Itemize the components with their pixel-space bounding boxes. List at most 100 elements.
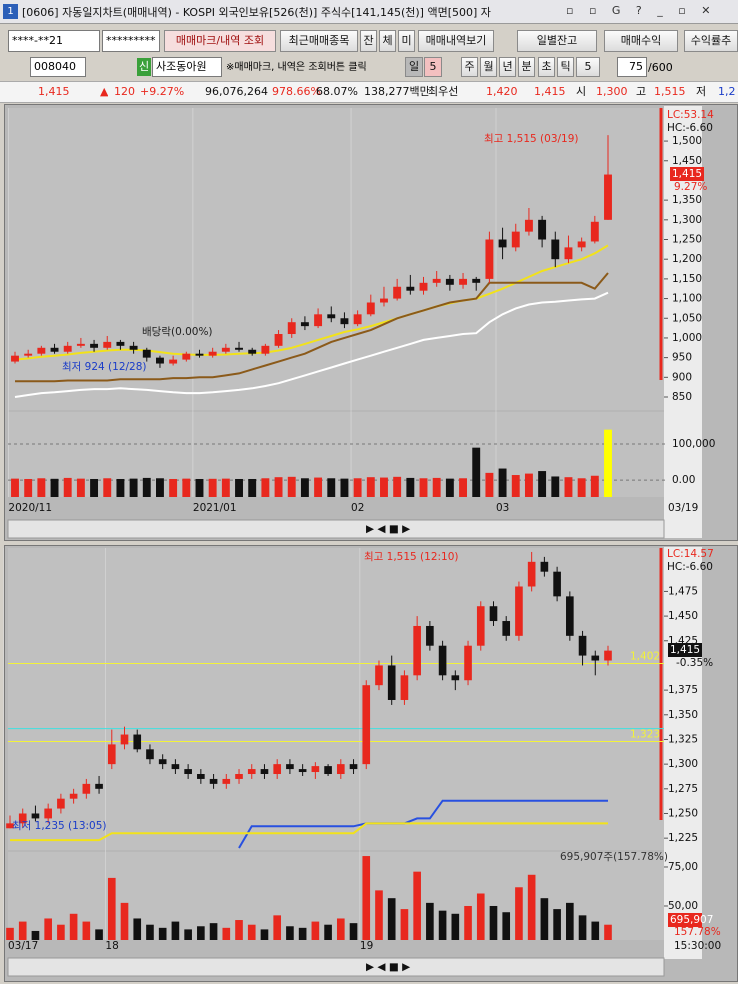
quote-field: 저: [696, 85, 707, 98]
volume-bar: [44, 918, 52, 940]
indicator-line: [15, 272, 609, 383]
volume-bar: [107, 877, 116, 940]
candle-body: [432, 278, 441, 283]
count-max: /600: [648, 61, 673, 74]
period-button[interactable]: 5: [424, 57, 442, 77]
candle-body: [261, 345, 270, 354]
volume-bar: [90, 478, 99, 497]
volume-bar: [300, 478, 309, 497]
scroll-controls: ▶ ◀ ■ ▶: [366, 961, 411, 973]
toolbar-button[interactable]: 매매내역보기: [418, 30, 494, 52]
quote-field: 1,420: [486, 85, 518, 98]
scrollbar[interactable]: [7, 957, 665, 977]
volume-bar: [362, 856, 371, 940]
candle-body: [169, 359, 178, 364]
volume-bar: [393, 476, 402, 497]
quote-field: 1,415: [38, 85, 70, 98]
level-label: 1,402: [630, 650, 660, 662]
volume-bar: [336, 918, 345, 940]
quote-field: +9.27%: [140, 85, 185, 98]
scrollbar[interactable]: [7, 519, 665, 539]
candle-body: [182, 353, 191, 360]
price-plot-area: [8, 548, 664, 850]
volume-bar: [387, 898, 396, 940]
volume-bar: [515, 887, 523, 940]
period-button[interactable]: 주: [461, 57, 478, 77]
toolbar-button[interactable]: 수익률추: [684, 30, 738, 52]
indicator-line: [10, 822, 608, 842]
volume-bar: [129, 478, 138, 497]
toolbar-button[interactable]: 매매수익: [604, 30, 678, 52]
period-button[interactable]: 일: [405, 57, 423, 77]
volume-bar: [248, 478, 257, 497]
chart-annotation: 03/19: [668, 502, 698, 514]
y-tick-label: 1,150: [672, 273, 702, 285]
y-tick-label: 1,325: [668, 733, 698, 745]
quote-field: 96,076,264: [205, 85, 268, 98]
count-input[interactable]: 75: [617, 57, 647, 77]
volume-bar: [485, 472, 494, 497]
quote-field: 68.07%: [316, 85, 358, 98]
volume-bar: [221, 478, 230, 497]
volume-bar: [142, 477, 151, 497]
candle-body: [426, 625, 434, 646]
volume-bar: [260, 929, 269, 940]
y-tick-label: 1,250: [672, 234, 702, 246]
y-tick-label: 1,300: [668, 758, 698, 770]
candle-body: [31, 813, 40, 819]
volume-bar: [591, 921, 600, 940]
candle-body: [498, 239, 507, 248]
candle-body: [591, 655, 600, 661]
y-tick-label: 1,350: [668, 709, 698, 721]
volume-bar: [209, 923, 218, 940]
period-button[interactable]: 월: [480, 57, 497, 77]
period-button[interactable]: 년: [499, 57, 516, 77]
toolbar-button[interactable]: 최근매매종목: [280, 30, 358, 52]
candle-body: [393, 286, 402, 299]
volume-bar: [195, 478, 204, 497]
candle-body: [387, 665, 396, 700]
password-input[interactable]: *********: [102, 30, 160, 52]
candle-body: [472, 278, 481, 283]
chart-annotation: 최저 924 (12/28): [62, 361, 147, 373]
chart-annotation: 1,415: [670, 644, 700, 656]
volume-bar: [287, 476, 296, 497]
toolbar-button[interactable]: 매매마크/내역 조회: [164, 30, 276, 52]
toolbar-button[interactable]: 일별잔고: [517, 30, 597, 52]
chart-annotation: LC:53.14: [667, 109, 714, 121]
volume-bar: [413, 871, 421, 940]
candle-body: [286, 764, 294, 770]
x-tick-label: 18: [105, 940, 118, 952]
volume-bar: [566, 902, 574, 940]
candle-body: [146, 749, 154, 760]
volume-bar: [451, 913, 460, 940]
toolbar-button[interactable]: 미: [398, 30, 415, 52]
account-input[interactable]: ****-**21: [8, 30, 100, 52]
candle-body: [400, 675, 409, 700]
candle-body: [57, 798, 65, 809]
volume-bar: [432, 477, 441, 497]
candle-body: [18, 813, 27, 824]
indicator-line: [14, 244, 609, 361]
candle-body: [195, 353, 204, 356]
toolbar-button[interactable]: 잔: [360, 30, 377, 52]
period-button[interactable]: 틱: [557, 57, 574, 77]
candle-body: [362, 685, 371, 765]
chart-annotation: 695,907주(157.78%): [560, 851, 668, 863]
period-button[interactable]: 5: [576, 57, 600, 77]
price-badge: [670, 167, 704, 181]
window-controls[interactable]: ▫ ▫ G ? _ ▫ ✕: [566, 4, 717, 17]
volume-bar: [419, 478, 428, 497]
candle-body: [527, 561, 536, 587]
candle-body: [50, 347, 59, 352]
volume-bar: [76, 478, 85, 497]
toolbar-button[interactable]: 체: [379, 30, 396, 52]
volume-bar: [57, 924, 65, 940]
y-tick-label: 1,375: [668, 684, 698, 696]
stock-code-input[interactable]: 008040: [30, 57, 86, 77]
chart-annotation: 최고 1,515 (12:10): [364, 551, 459, 563]
period-button[interactable]: 초: [538, 57, 555, 77]
quote-field: 1,300: [596, 85, 628, 98]
volume-bar: [540, 898, 549, 940]
period-button[interactable]: 분: [518, 57, 535, 77]
